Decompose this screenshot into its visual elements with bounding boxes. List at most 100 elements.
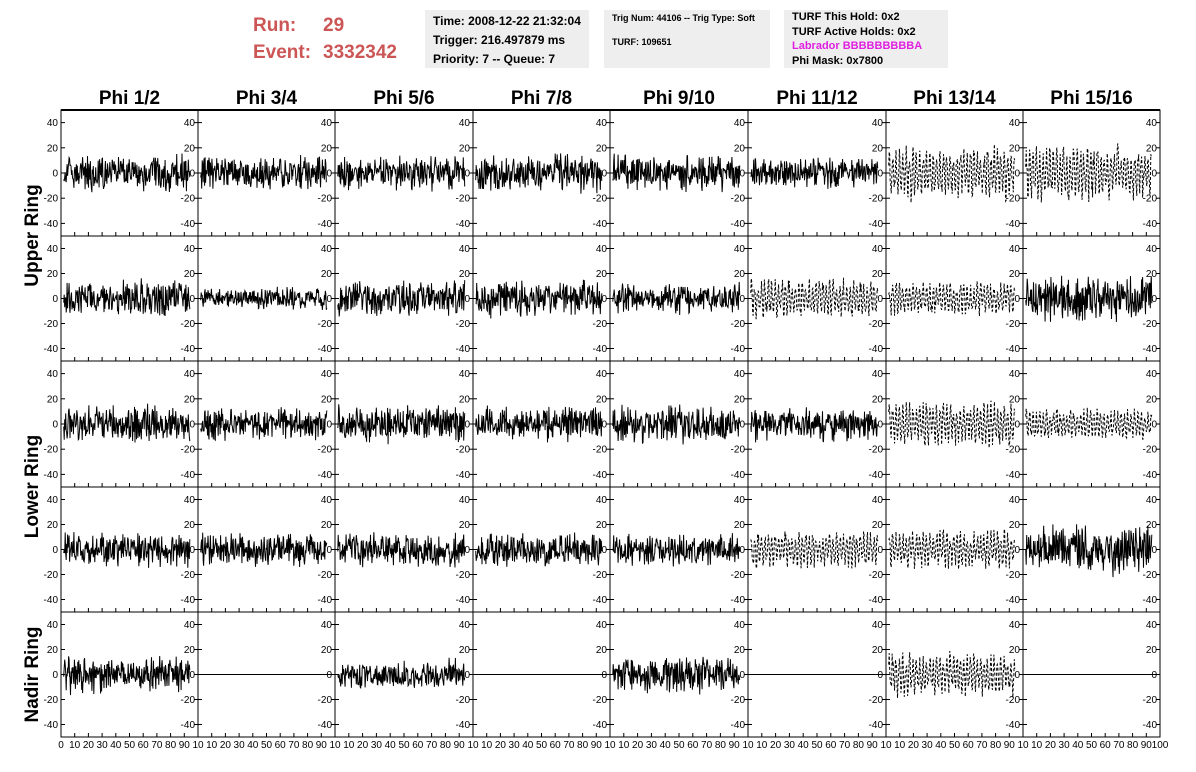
- x-tick-label: 10: [756, 740, 768, 751]
- x-tick-label: 60: [963, 740, 975, 751]
- y-tick-label: 20: [1009, 520, 1021, 531]
- column-title-7: Phi 13/14: [913, 88, 996, 109]
- y-tick-label: -20: [1006, 695, 1021, 706]
- x-tick-label: 90: [316, 740, 328, 751]
- y-tick-label: -20: [318, 319, 333, 330]
- y-tick-label: -20: [181, 319, 196, 330]
- y-tick-label: 0: [189, 420, 195, 431]
- x-tick-label: 70: [151, 740, 163, 751]
- waveform-trace-r2-c5: [612, 281, 741, 316]
- x-tick-label: 70: [1113, 740, 1125, 751]
- y-tick-label: 40: [321, 244, 333, 255]
- y-tick-label: 40: [872, 369, 884, 380]
- x-tick-label: 20: [495, 740, 507, 751]
- y-tick-label: 20: [1146, 520, 1158, 531]
- y-tick-label: -20: [1143, 695, 1158, 706]
- y-tick-label: -40: [456, 720, 471, 731]
- x-tick-label: 40: [522, 740, 534, 751]
- waveform-trace-r2-c2: [200, 286, 328, 310]
- x-tick-label: 20: [770, 740, 782, 751]
- y-tick-label: 20: [321, 143, 333, 154]
- panel-frame-r5-c8: [1022, 611, 1161, 738]
- y-tick-label: 0: [52, 294, 58, 305]
- x-tick-label: 40: [798, 740, 810, 751]
- y-tick-label: -40: [1143, 219, 1158, 230]
- x-tick-label: 60: [1100, 740, 1112, 751]
- y-tick-label: 20: [459, 520, 471, 531]
- y-tick-label: -20: [731, 319, 746, 330]
- x-tick-label: 90: [1004, 740, 1016, 751]
- y-tick-label: 40: [734, 620, 746, 631]
- waveform-trace-r1-c4: [475, 153, 603, 194]
- turf-active-holds-line: TURF Active Holds: 0x2: [792, 25, 916, 38]
- waveform-trace-r3-c5: [612, 404, 741, 445]
- x-tick-label: 50: [124, 740, 136, 751]
- y-tick-label: -40: [181, 470, 196, 481]
- y-tick-label: 0: [464, 169, 470, 180]
- waveform-trace-r1-c5: [612, 153, 741, 193]
- y-tick-label: 20: [734, 520, 746, 531]
- y-tick-label: -40: [318, 219, 333, 230]
- time-info-box: Time: 2008-12-22 21:32:04 Trigger: 216.4…: [425, 10, 589, 68]
- y-tick-label: -20: [731, 445, 746, 456]
- column-title-4: Phi 7/8: [511, 88, 572, 109]
- x-tick-label: 70: [288, 740, 300, 751]
- y-tick-label: 0: [464, 420, 470, 431]
- y-tick-label: 0: [326, 294, 332, 305]
- y-tick-label: 40: [1009, 495, 1021, 506]
- y-tick-label: 0: [52, 670, 58, 681]
- x-tick-label: 80: [1127, 740, 1139, 751]
- y-tick-label: -40: [731, 720, 746, 731]
- y-tick-label: -20: [456, 695, 471, 706]
- y-tick-label: -40: [731, 344, 746, 355]
- y-tick-label: 0: [189, 169, 195, 180]
- x-tick-label: 80: [853, 740, 865, 751]
- y-tick-label: -20: [44, 695, 59, 706]
- x-tick-label: 80: [165, 740, 177, 751]
- x-tick-label: 50: [673, 740, 685, 751]
- waveform-trace-r2-c8: [1025, 275, 1153, 323]
- x-tick-label: 30: [234, 740, 246, 751]
- y-tick-label: 40: [1146, 118, 1158, 129]
- y-tick-label: -20: [869, 445, 884, 456]
- y-tick-label: 40: [734, 495, 746, 506]
- waveform-trace-r4-c4: [475, 532, 603, 567]
- waveform-trace-r3-c7: [888, 400, 1016, 449]
- y-tick-label: -20: [869, 695, 884, 706]
- x-tick-label: 60: [138, 740, 150, 751]
- x-tick-label: 90: [1141, 740, 1153, 751]
- y-tick-label: 0: [877, 670, 883, 681]
- y-tick-label: 0: [1151, 420, 1157, 431]
- turf-this-hold-line: TURF This Hold: 0x2: [792, 11, 900, 23]
- x-tick-label: 20: [83, 740, 95, 751]
- y-tick-label: -20: [1143, 319, 1158, 330]
- y-tick-label: 20: [734, 143, 746, 154]
- priority-line: Priority: 7 -- Queue: 7: [433, 52, 556, 66]
- run-event-box: Run: 29 Event: 3332342: [253, 12, 397, 66]
- y-tick-label: -40: [593, 219, 608, 230]
- y-tick-label: -20: [731, 570, 746, 581]
- y-tick-label: 40: [47, 118, 59, 129]
- y-tick-label: -20: [1143, 570, 1158, 581]
- waveform-trace-r4-c6: [750, 531, 879, 570]
- column-title-1: Phi 1/2: [99, 88, 160, 109]
- y-tick-label: -40: [181, 219, 196, 230]
- x-tick-label: 80: [440, 740, 452, 751]
- y-tick-label: -20: [318, 570, 333, 581]
- x-tick-label: 50: [536, 740, 548, 751]
- y-tick-label: 20: [321, 394, 333, 405]
- y-tick-label: -40: [318, 595, 333, 606]
- y-tick-label: -40: [318, 344, 333, 355]
- x-tick-label: 90: [591, 740, 603, 751]
- y-tick-label: 0: [1014, 169, 1020, 180]
- row-title-2: Lower Ring: [22, 435, 43, 538]
- x-tick-label: 30: [1059, 740, 1071, 751]
- y-tick-label: 20: [872, 269, 884, 280]
- x-tick-label: 40: [110, 740, 122, 751]
- x-tick-label: 40: [660, 740, 672, 751]
- y-tick-label: 20: [459, 143, 471, 154]
- y-tick-label: 0: [52, 169, 58, 180]
- y-tick-label: 20: [459, 394, 471, 405]
- turf-info-box: TURF This Hold: 0x2 TURF Active Holds: 0…: [784, 10, 948, 68]
- x-tick-label: 50: [398, 740, 410, 751]
